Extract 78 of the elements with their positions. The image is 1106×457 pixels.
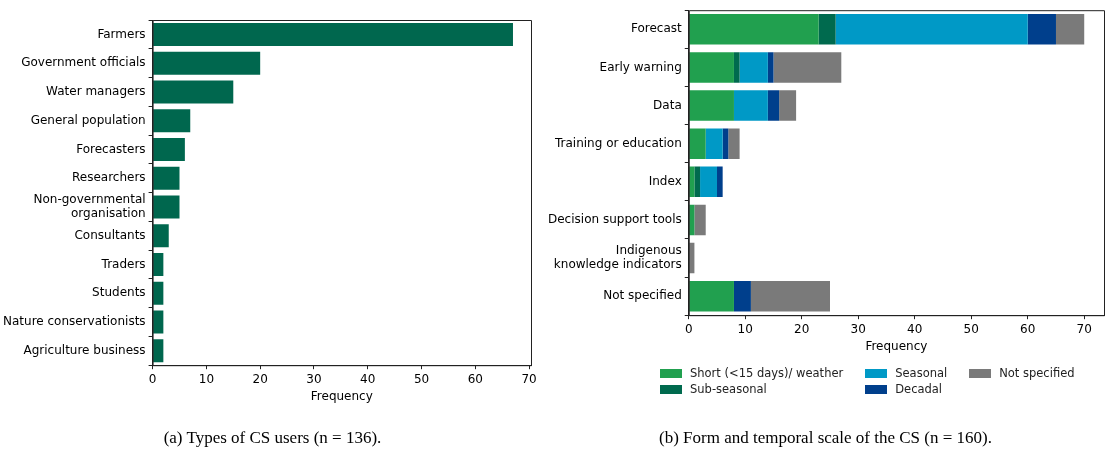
y-tick-label: Not specified <box>603 288 682 303</box>
bar <box>733 52 740 83</box>
bar <box>694 166 701 198</box>
y-tick-label: Consultants <box>74 227 146 242</box>
bar <box>733 90 768 121</box>
x-tick-label: 20 <box>794 321 810 336</box>
x-tick-label: 60 <box>1020 321 1036 336</box>
legend-label: Short (<15 days)/ weather <box>690 366 844 380</box>
bar <box>728 128 740 159</box>
bar <box>733 280 751 312</box>
y-tick-label: Government officials <box>21 55 146 70</box>
bar <box>767 52 774 83</box>
y-tick-label: Water managers <box>46 84 146 99</box>
y-tick-label: Indigenous knowledge indicators <box>553 242 682 272</box>
x-tick-label: 30 <box>306 371 322 386</box>
bar <box>1027 14 1056 45</box>
bar <box>153 22 513 46</box>
y-tick-label: Non-governmental organisation <box>33 191 146 221</box>
text: (b) Form and temporal scale of the CS (n = 160). <box>658 428 993 448</box>
bar <box>153 137 185 161</box>
y-tick-label: Training or education <box>553 135 682 150</box>
y-tick-label: Decision support tools <box>548 212 682 227</box>
y-tick-label: Early warning <box>599 59 682 74</box>
bar <box>153 51 261 75</box>
x-axis-title: Frequency <box>865 338 928 353</box>
bar <box>689 14 819 45</box>
bar <box>153 224 169 248</box>
legend-label: Decadal <box>895 382 943 396</box>
x-tick-label: 40 <box>360 371 376 386</box>
x-tick-label: 60 <box>467 371 483 386</box>
x-tick-label: 50 <box>963 321 979 336</box>
legend-label: Seasonal <box>895 366 948 380</box>
bar <box>689 280 734 312</box>
bar <box>689 128 706 159</box>
y-tick-label: Forecasters <box>76 141 146 156</box>
bar <box>694 204 706 236</box>
legend-label: Not specified <box>999 366 1075 380</box>
y-tick-label: Index <box>648 173 682 188</box>
legend-label: Sub-seasonal <box>690 382 767 396</box>
bar <box>153 166 180 190</box>
bar <box>705 128 723 159</box>
y-tick-label: Farmers <box>97 26 146 41</box>
x-tick-label: 30 <box>850 321 866 336</box>
x-tick-label: 10 <box>737 321 753 336</box>
y-tick-label: Data <box>653 97 682 112</box>
bar <box>1055 14 1085 45</box>
bar <box>700 166 718 198</box>
y-tick-label: Nature conservationists <box>3 314 146 329</box>
bar <box>717 166 723 198</box>
bar <box>153 109 191 133</box>
y-tick-label: General population <box>30 112 146 127</box>
x-tick-label: 70 <box>521 371 537 386</box>
y-tick-label: Researchers <box>71 170 146 185</box>
x-tick-label: 20 <box>252 371 268 386</box>
bar <box>739 52 768 83</box>
bar <box>153 195 180 219</box>
bar <box>153 80 234 104</box>
text: (a) Types of CS users (n = 136). <box>162 428 383 448</box>
x-tick-label: 50 <box>413 371 430 386</box>
x-tick-label: 0 <box>684 321 693 336</box>
bar <box>779 90 797 121</box>
x-tick-label: 40 <box>907 321 923 336</box>
x-tick-label: 10 <box>198 371 215 386</box>
bar <box>689 90 734 121</box>
x-tick-label: 70 <box>1076 321 1092 336</box>
bar <box>689 52 734 83</box>
bar <box>722 128 729 159</box>
bar <box>818 14 836 45</box>
bar <box>835 14 1028 45</box>
y-tick-label: Traders <box>100 256 146 271</box>
x-axis-title: Frequency <box>310 388 373 403</box>
bar <box>750 280 830 312</box>
x-tick-label: 0 <box>148 371 157 386</box>
bar <box>773 52 842 83</box>
bar <box>767 90 780 121</box>
y-tick-label: Forecast <box>630 21 683 36</box>
y-tick-label: Students <box>92 285 146 300</box>
y-tick-label: Agriculture business <box>23 342 146 357</box>
